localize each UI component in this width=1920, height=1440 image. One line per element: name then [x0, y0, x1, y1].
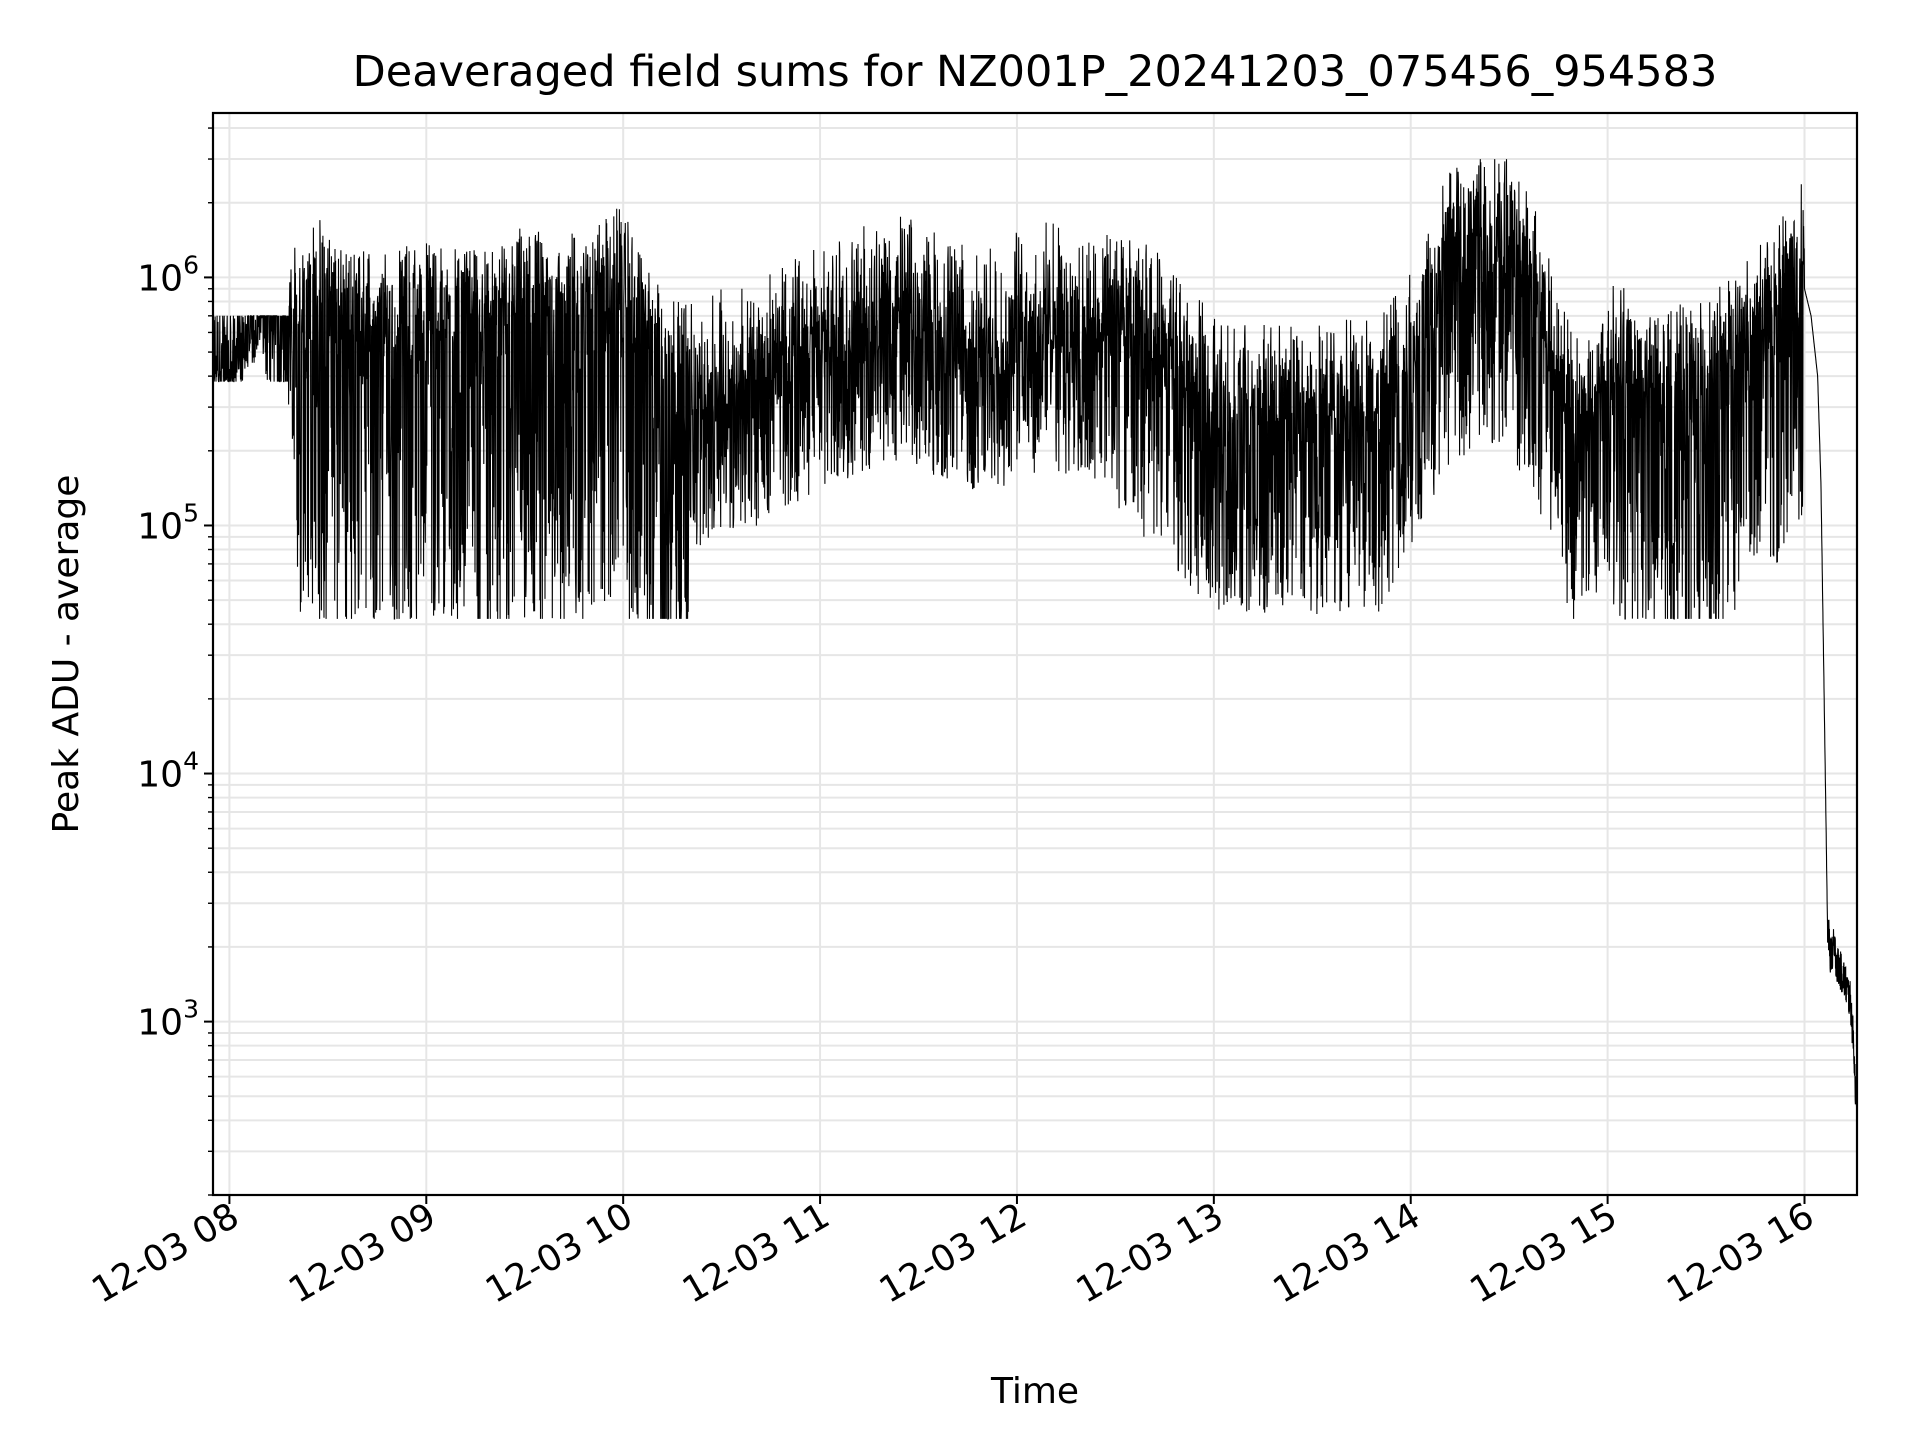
y-axis-label: Peak ADU - average — [46, 475, 87, 834]
series — [212, 159, 1858, 1136]
x-axis-label: Time — [990, 1371, 1079, 1412]
y-tick-label: 103 — [137, 995, 199, 1044]
chart-title: Deaveraged field sums for NZ001P_2024120… — [353, 47, 1718, 97]
series-line — [212, 159, 1858, 1136]
plot-frame — [211, 111, 1859, 1197]
